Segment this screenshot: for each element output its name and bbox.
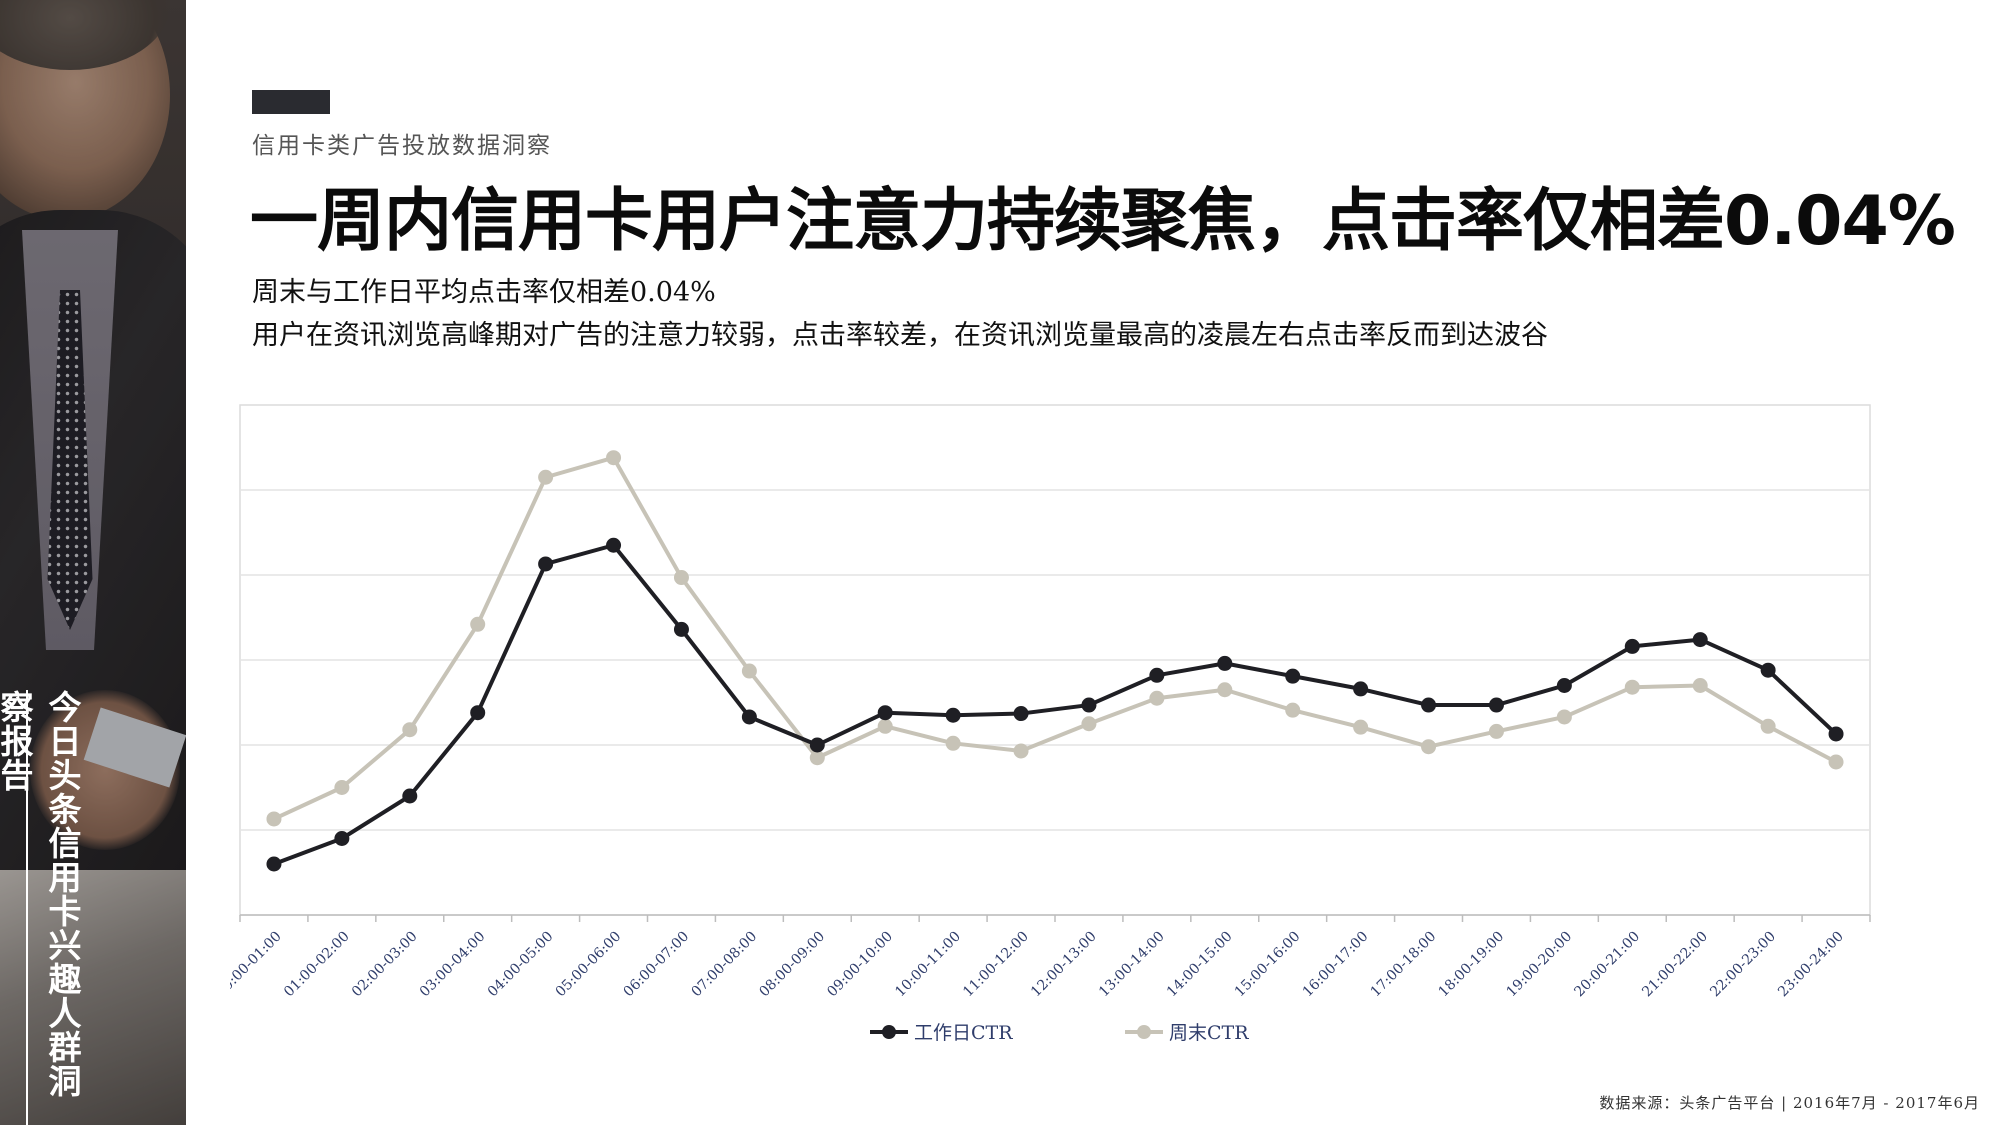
x-tick-label: 16:00-17:00 xyxy=(1300,929,1372,1001)
data-point-workday xyxy=(1488,697,1504,713)
page-title: 一周内信用卡用户注意力持续聚焦，点击率仅相差0.04% xyxy=(250,182,1956,261)
x-tick-label: 02:00-03:00 xyxy=(349,929,421,1001)
data-point-workday xyxy=(809,737,825,753)
data-point-weekend xyxy=(877,718,893,734)
man-tie-photo xyxy=(47,290,93,630)
data-point-weekend xyxy=(1421,739,1437,755)
data-point-weekend xyxy=(1353,719,1369,735)
x-tick-label: 10:00-11:00 xyxy=(892,929,964,1001)
x-tick-label: 00:00-01:00 xyxy=(230,929,285,1001)
data-point-weekend xyxy=(809,750,825,766)
data-point-weekend xyxy=(470,616,486,632)
data-point-weekend xyxy=(538,469,554,485)
data-source-note: 数据来源：头条广告平台 | 2016年7月 - 2017年6月 xyxy=(1599,1094,1980,1112)
data-point-workday xyxy=(1556,678,1572,693)
x-tick-label: 19:00-20:00 xyxy=(1503,929,1575,1001)
x-tick-label: 03:00-04:00 xyxy=(417,929,489,1001)
x-tick-label: 11:00-12:00 xyxy=(960,929,1032,1001)
section-eyebrow: 信用卡类广告投放数据洞察 xyxy=(252,133,552,159)
x-tick-label: 12:00-13:00 xyxy=(1028,929,1100,1001)
report-title-vertical: 今日头条信用卡兴趣人群洞察报告 xyxy=(0,690,82,1098)
subtitle-line-1: 周末与工作日平均点击率仅相差0.04% xyxy=(252,277,716,308)
data-point-weekend xyxy=(266,811,282,827)
legend-marker-weekend xyxy=(1137,1025,1151,1039)
x-tick-label: 07:00-08:00 xyxy=(688,929,760,1001)
data-point-workday xyxy=(1828,726,1844,742)
photo-shade xyxy=(0,0,186,1125)
tablet-photo xyxy=(0,870,186,1125)
series-line-workday xyxy=(273,543,1838,866)
data-point-weekend xyxy=(945,735,961,751)
data-point-workday xyxy=(945,707,961,723)
x-tick-label: 23:00-24:00 xyxy=(1775,929,1847,1001)
x-tick-label: 04:00-05:00 xyxy=(485,929,557,1001)
data-point-weekend xyxy=(334,780,350,795)
x-tick-label: 05:00-06:00 xyxy=(553,929,625,1001)
series-line-weekend xyxy=(273,455,1837,821)
side-divider-line xyxy=(26,690,28,1125)
data-point-workday xyxy=(1760,662,1776,678)
data-point-workday xyxy=(1421,697,1437,713)
data-point-workday xyxy=(1217,655,1233,671)
legend-label-workday: 工作日CTR xyxy=(914,1022,1013,1044)
data-point-weekend xyxy=(1217,682,1233,698)
data-point-weekend xyxy=(1556,709,1572,725)
data-point-weekend xyxy=(1760,718,1776,734)
x-tick-label: 15:00-16:00 xyxy=(1232,929,1304,1001)
legend-label-weekend: 周末CTR xyxy=(1169,1022,1249,1044)
data-point-workday xyxy=(673,621,689,637)
subtitle-line-2: 用户在资讯浏览高峰期对广告的注意力较弱，点击率较差，在资讯浏览量最高的凌晨左右点… xyxy=(252,320,1548,351)
x-tick-label: 06:00-07:00 xyxy=(621,929,693,1001)
x-tick-label: 09:00-10:00 xyxy=(824,929,896,1001)
data-point-workday xyxy=(402,788,418,804)
data-point-workday xyxy=(1081,697,1097,713)
data-point-workday xyxy=(538,556,554,572)
data-point-workday xyxy=(266,856,282,872)
data-point-workday xyxy=(334,831,350,846)
x-tick-label: 14:00-15:00 xyxy=(1164,929,1236,1001)
data-point-weekend xyxy=(1013,743,1029,759)
x-tick-label: 22:00-23:00 xyxy=(1707,929,1779,1001)
data-point-weekend xyxy=(1081,716,1097,732)
x-tick-label: 01:00-02:00 xyxy=(281,929,353,1001)
data-point-workday xyxy=(1624,638,1640,654)
x-tick-label: 20:00-21:00 xyxy=(1571,929,1643,1001)
data-point-weekend xyxy=(1488,723,1504,739)
data-point-workday xyxy=(1353,681,1369,697)
accent-bar xyxy=(252,90,330,114)
data-point-workday xyxy=(1692,632,1708,648)
data-point-weekend xyxy=(1692,678,1708,693)
data-point-weekend xyxy=(1149,690,1165,706)
data-point-weekend xyxy=(1285,702,1301,718)
x-tick-label: 08:00-09:00 xyxy=(756,929,828,1001)
x-tick-label: 17:00-18:00 xyxy=(1368,929,1440,1001)
legend-marker-workday xyxy=(882,1025,896,1039)
x-tick-label: 21:00-22:00 xyxy=(1639,929,1711,1001)
data-point-workday xyxy=(470,705,486,721)
data-point-workday xyxy=(1149,667,1165,683)
data-point-weekend xyxy=(402,722,418,738)
data-point-weekend xyxy=(1828,754,1844,770)
data-point-weekend xyxy=(673,570,689,586)
side-photo-panel: 今日头条信用卡兴趣人群洞察报告 xyxy=(0,0,186,1125)
x-tick-label: 13:00-14:00 xyxy=(1096,929,1168,1001)
data-point-workday xyxy=(1285,668,1301,684)
data-point-workday xyxy=(606,537,622,553)
data-point-workday xyxy=(741,709,757,725)
data-point-workday xyxy=(877,705,893,721)
ctr-line-chart: 00:00-01:0001:00-02:0002:00-03:0003:00-0… xyxy=(230,404,1871,1044)
data-point-workday xyxy=(1013,706,1029,722)
data-point-weekend xyxy=(741,663,757,679)
x-tick-label: 18:00-19:00 xyxy=(1436,929,1508,1001)
data-point-weekend xyxy=(1624,679,1640,695)
data-point-weekend xyxy=(606,450,622,466)
